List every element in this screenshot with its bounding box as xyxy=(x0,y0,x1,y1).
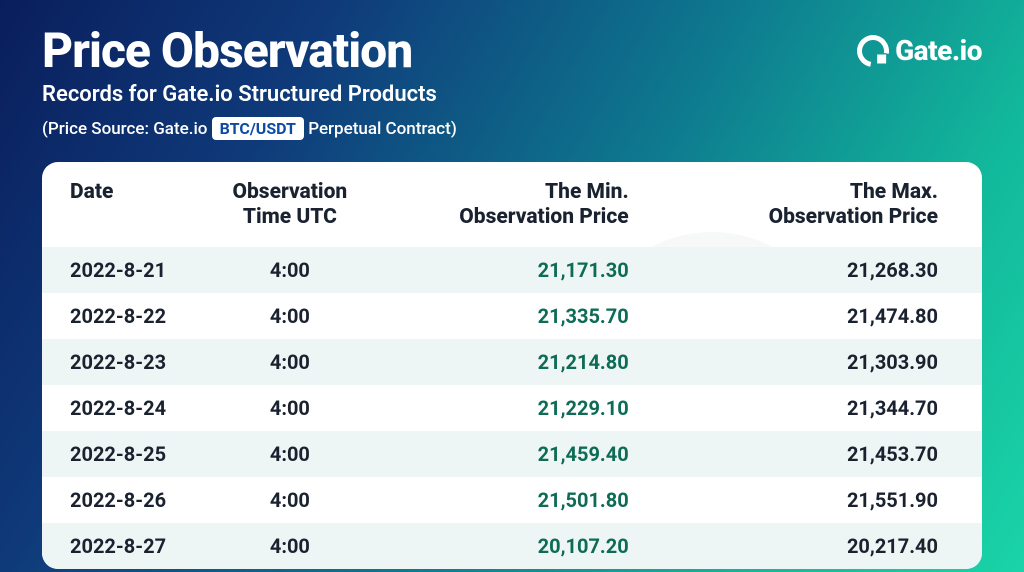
price-source-suffix: Perpetual Contract) xyxy=(308,119,457,139)
table-row: 2022-8-224:0021,335.7021,474.80 xyxy=(42,293,982,339)
brand-logo: Gate.io xyxy=(857,34,982,67)
table-header-row: Date Observation Time UTC The Min. Obser… xyxy=(42,162,982,246)
table-body: 2022-8-214:0021,171.3021,268.302022-8-22… xyxy=(42,247,982,569)
col-max-l1: The Max. xyxy=(701,180,938,204)
table-row: 2022-8-254:0021,459.4021,453.70 xyxy=(42,431,982,477)
page-subtitle: Records for Gate.io Structured Products xyxy=(42,82,437,107)
cell-date: 2022-8-21 xyxy=(42,247,216,293)
pair-chip: BTC/USDT xyxy=(212,117,304,140)
cell-time: 4:00 xyxy=(216,477,363,523)
brand-name: Gate.io xyxy=(895,34,982,67)
table-row: 2022-8-274:0020,107.2020,217.40 xyxy=(42,523,982,569)
cell-min-price: 21,229.10 xyxy=(363,385,672,431)
cell-min-price: 21,501.80 xyxy=(363,477,672,523)
gate-logo-icon xyxy=(851,28,896,73)
col-min-l1: The Min. xyxy=(391,180,628,204)
table-head: Date Observation Time UTC The Min. Obser… xyxy=(42,162,982,246)
cell-time: 4:00 xyxy=(216,431,363,477)
cell-min-price: 21,459.40 xyxy=(363,431,672,477)
table-row: 2022-8-234:0021,214.8021,303.90 xyxy=(42,339,982,385)
cell-date: 2022-8-24 xyxy=(42,385,216,431)
table-row: 2022-8-244:0021,229.1021,344.70 xyxy=(42,385,982,431)
cell-time: 4:00 xyxy=(216,523,363,569)
cell-min-price: 21,171.30 xyxy=(363,247,672,293)
col-time-l1: Observation xyxy=(216,180,363,204)
cell-min-price: 21,214.80 xyxy=(363,339,672,385)
page-title: Price Observation xyxy=(42,26,857,76)
cell-max-price: 21,474.80 xyxy=(673,293,982,339)
title-block: Price Observation Records for Gate.io St… xyxy=(42,26,857,140)
col-max-l2: Observation Price xyxy=(701,205,938,229)
cell-max-price: 21,551.90 xyxy=(673,477,982,523)
cell-max-price: 20,217.40 xyxy=(673,523,982,569)
col-time-l2: Time UTC xyxy=(216,205,363,229)
cell-time: 4:00 xyxy=(216,293,363,339)
cell-date: 2022-8-25 xyxy=(42,431,216,477)
table-row: 2022-8-214:0021,171.3021,268.30 xyxy=(42,247,982,293)
col-min: The Min. Observation Price xyxy=(363,162,672,246)
price-source-prefix: (Price Source: Gate.io xyxy=(42,119,207,139)
price-observation-table: Date Observation Time UTC The Min. Obser… xyxy=(42,162,982,568)
table-row: 2022-8-264:0021,501.8021,551.90 xyxy=(42,477,982,523)
cell-max-price: 21,344.70 xyxy=(673,385,982,431)
subtitle-row: Records for Gate.io Structured Products … xyxy=(42,82,857,140)
price-table-card: Date Observation Time UTC The Min. Obser… xyxy=(42,162,982,568)
cell-date: 2022-8-26 xyxy=(42,477,216,523)
col-time: Observation Time UTC xyxy=(216,162,363,246)
price-source: (Price Source: Gate.io BTC/USDT Perpetua… xyxy=(42,117,457,140)
cell-max-price: 21,303.90 xyxy=(673,339,982,385)
cell-max-price: 21,453.70 xyxy=(673,431,982,477)
col-date-l1: Date xyxy=(70,180,204,204)
col-max: The Max. Observation Price xyxy=(673,162,982,246)
col-date: Date xyxy=(42,162,216,246)
cell-date: 2022-8-22 xyxy=(42,293,216,339)
cell-time: 4:00 xyxy=(216,385,363,431)
col-min-l2: Observation Price xyxy=(391,205,628,229)
cell-max-price: 21,268.30 xyxy=(673,247,982,293)
header: Price Observation Records for Gate.io St… xyxy=(0,0,1024,154)
cell-date: 2022-8-23 xyxy=(42,339,216,385)
cell-time: 4:00 xyxy=(216,339,363,385)
cell-time: 4:00 xyxy=(216,247,363,293)
cell-min-price: 20,107.20 xyxy=(363,523,672,569)
cell-min-price: 21,335.70 xyxy=(363,293,672,339)
cell-date: 2022-8-27 xyxy=(42,523,216,569)
